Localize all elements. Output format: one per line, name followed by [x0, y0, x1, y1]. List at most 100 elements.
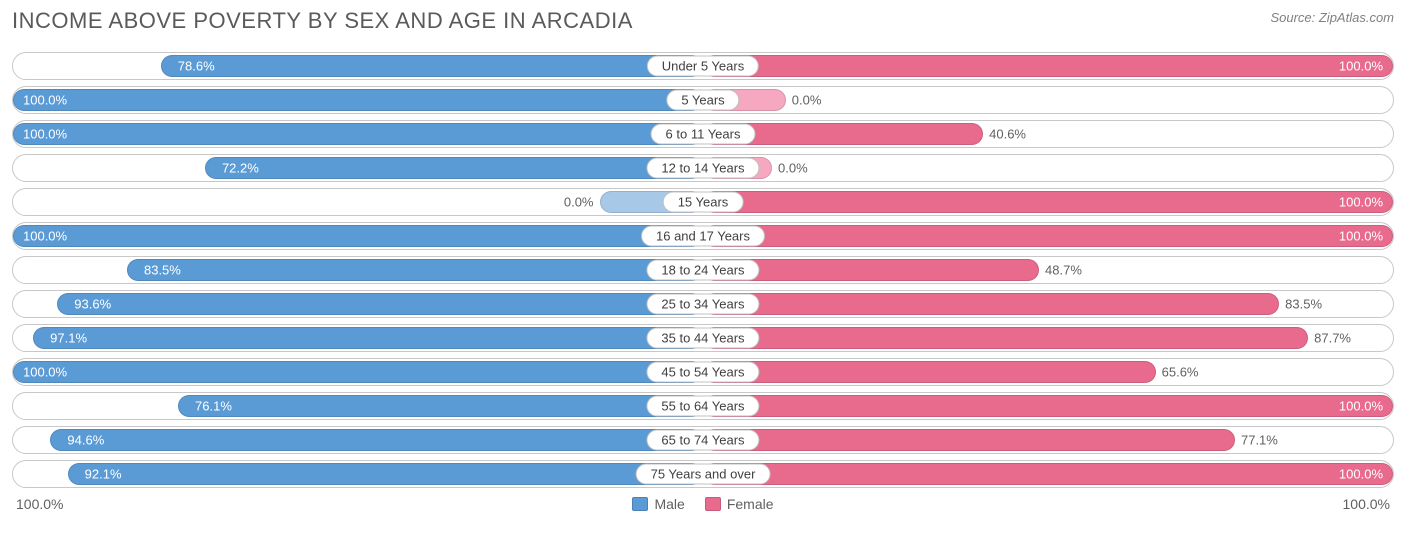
female-half: 100.0%: [703, 189, 1393, 215]
female-value-label: 0.0%: [792, 93, 822, 108]
source-attribution: Source: ZipAtlas.com: [1270, 8, 1394, 25]
female-value-label: 100.0%: [1339, 229, 1383, 244]
male-half: 72.2%: [13, 155, 703, 181]
legend-label-male: Male: [654, 496, 684, 512]
chart-container: INCOME ABOVE POVERTY BY SEX AND AGE IN A…: [0, 0, 1406, 558]
legend-label-female: Female: [727, 496, 774, 512]
male-half: 92.1%: [13, 461, 703, 487]
category-label: 6 to 11 Years: [651, 124, 756, 145]
legend-item-male: Male: [632, 496, 684, 512]
category-label: 18 to 24 Years: [646, 260, 759, 281]
chart-row: 92.1% 100.0% 75 Years and over: [12, 460, 1394, 488]
female-half: 0.0%: [703, 155, 1393, 181]
female-bar: [703, 361, 1156, 383]
female-value-label: 0.0%: [778, 161, 808, 176]
male-half: 83.5%: [13, 257, 703, 283]
category-label: 55 to 64 Years: [646, 396, 759, 417]
male-half: 94.6%: [13, 427, 703, 453]
female-value-label: 65.6%: [1162, 365, 1199, 380]
male-value-label: 93.6%: [74, 297, 111, 312]
male-value-label: 92.1%: [85, 467, 122, 482]
category-label: 35 to 44 Years: [646, 328, 759, 349]
female-bar: [703, 225, 1393, 247]
legend-swatch-female: [705, 497, 721, 511]
male-value-label: 100.0%: [23, 365, 67, 380]
female-half: 65.6%: [703, 359, 1393, 385]
male-value-label: 100.0%: [23, 93, 67, 108]
female-value-label: 48.7%: [1045, 263, 1082, 278]
category-label: 75 Years and over: [636, 464, 771, 485]
male-bar: [57, 293, 703, 315]
female-value-label: 77.1%: [1241, 433, 1278, 448]
chart-row: 76.1% 100.0% 55 to 64 Years: [12, 392, 1394, 420]
chart-row: 100.0% 0.0% 5 Years: [12, 86, 1394, 114]
male-bar: [161, 55, 703, 77]
chart-row: 0.0% 100.0% 15 Years: [12, 188, 1394, 216]
legend-swatch-male: [632, 497, 648, 511]
male-value-label: 72.2%: [222, 161, 259, 176]
female-value-label: 83.5%: [1285, 297, 1322, 312]
category-label: 15 Years: [663, 192, 744, 213]
male-bar: [178, 395, 703, 417]
female-value-label: 100.0%: [1339, 195, 1383, 210]
category-label: 65 to 74 Years: [646, 430, 759, 451]
female-value-label: 100.0%: [1339, 59, 1383, 74]
male-half: 100.0%: [13, 121, 703, 147]
chart-row: 94.6% 77.1% 65 to 74 Years: [12, 426, 1394, 454]
chart-title: INCOME ABOVE POVERTY BY SEX AND AGE IN A…: [12, 8, 633, 34]
male-bar: [205, 157, 703, 179]
male-half: 78.6%: [13, 53, 703, 79]
chart-row: 93.6% 83.5% 25 to 34 Years: [12, 290, 1394, 318]
male-bar: [13, 89, 703, 111]
male-bar: [50, 429, 703, 451]
male-value-label: 83.5%: [144, 263, 181, 278]
male-half: 97.1%: [13, 325, 703, 351]
male-bar: [127, 259, 703, 281]
category-label: Under 5 Years: [647, 56, 759, 77]
legend: Male Female: [632, 496, 773, 512]
male-half: 100.0%: [13, 223, 703, 249]
male-value-label: 78.6%: [178, 59, 215, 74]
male-half: 100.0%: [13, 87, 703, 113]
male-half: 0.0%: [13, 189, 703, 215]
chart-row: 83.5% 48.7% 18 to 24 Years: [12, 256, 1394, 284]
male-value-label: 94.6%: [67, 433, 104, 448]
male-half: 93.6%: [13, 291, 703, 317]
header: INCOME ABOVE POVERTY BY SEX AND AGE IN A…: [12, 8, 1394, 34]
female-bar: [703, 293, 1279, 315]
male-half: 76.1%: [13, 393, 703, 419]
male-bar: [13, 123, 703, 145]
legend-item-female: Female: [705, 496, 774, 512]
chart-row: 100.0%100.0%16 and 17 Years: [12, 222, 1394, 250]
category-label: 5 Years: [666, 90, 739, 111]
female-half: 77.1%: [703, 427, 1393, 453]
female-half: 100.0%: [703, 223, 1393, 249]
female-half: 40.6%: [703, 121, 1393, 147]
male-bar: [68, 463, 703, 485]
female-bar: [703, 191, 1393, 213]
female-half: 87.7%: [703, 325, 1393, 351]
category-label: 45 to 54 Years: [646, 362, 759, 383]
chart-row: 100.0% 65.6% 45 to 54 Years: [12, 358, 1394, 386]
female-value-label: 100.0%: [1339, 399, 1383, 414]
category-label: 25 to 34 Years: [646, 294, 759, 315]
axis-left-label: 100.0%: [16, 496, 63, 512]
female-value-label: 40.6%: [989, 127, 1026, 142]
female-half: 100.0%: [703, 393, 1393, 419]
male-bar: [33, 327, 703, 349]
female-bar: [703, 429, 1235, 451]
male-bar: [13, 361, 703, 383]
female-bar: [703, 395, 1393, 417]
female-half: 100.0%: [703, 461, 1393, 487]
male-value-label: 100.0%: [23, 127, 67, 142]
chart-row: 78.6% 100.0% Under 5 Years: [12, 52, 1394, 80]
female-value-label: 100.0%: [1339, 467, 1383, 482]
diverging-bar-chart: 78.6% 100.0% Under 5 Years 100.0% 0.0% 5 Year…: [12, 52, 1394, 488]
category-label: 12 to 14 Years: [646, 158, 759, 179]
male-half: 100.0%: [13, 359, 703, 385]
male-bar: [13, 225, 703, 247]
female-half: 0.0%: [703, 87, 1393, 113]
female-half: 83.5%: [703, 291, 1393, 317]
chart-row: 97.1%87.7%35 to 44 Years: [12, 324, 1394, 352]
female-bar: [703, 327, 1308, 349]
